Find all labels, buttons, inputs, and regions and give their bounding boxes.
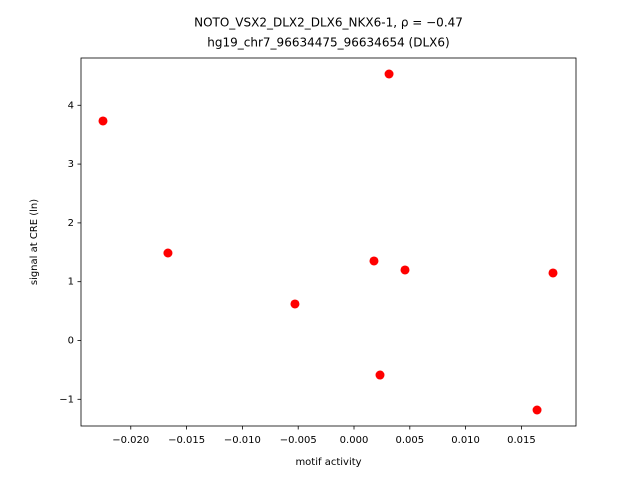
point bbox=[532, 405, 542, 415]
x-tick-label: −0.015 bbox=[168, 435, 205, 446]
chart-subtitle: hg19_chr7_96634475_96634654 (DLX6) bbox=[207, 36, 449, 50]
x-tick-label: −0.010 bbox=[224, 435, 261, 446]
point bbox=[98, 116, 108, 126]
y-tick-label: 1 bbox=[68, 277, 74, 288]
x-axis-label: motif activity bbox=[295, 457, 361, 468]
y-axis-label: signal at CRE (ln) bbox=[29, 199, 40, 285]
x-tick-label: −0.020 bbox=[112, 435, 149, 446]
x-tick-label: 0.010 bbox=[451, 435, 480, 446]
x-tick-label: 0.005 bbox=[395, 435, 424, 446]
point bbox=[384, 69, 394, 79]
y-tick-label: 4 bbox=[68, 100, 74, 111]
point bbox=[400, 265, 410, 275]
chart-title: NOTO_VSX2_DLX2_DLX6_NKX6-1, ρ = −0.47 bbox=[194, 16, 463, 30]
y-tick-label: −1 bbox=[59, 394, 74, 405]
point bbox=[163, 248, 173, 258]
x-tick-label: 0.015 bbox=[507, 435, 536, 446]
y-tick-label: 0 bbox=[68, 335, 74, 346]
point bbox=[548, 268, 558, 278]
x-tick-label: 0.000 bbox=[340, 435, 369, 446]
point bbox=[290, 299, 300, 309]
x-tick-label: −0.005 bbox=[280, 435, 317, 446]
point bbox=[369, 256, 379, 266]
y-tick-label: 2 bbox=[68, 218, 74, 229]
plot-frame bbox=[80, 57, 577, 427]
y-tick-label: 3 bbox=[68, 159, 74, 170]
point bbox=[375, 370, 385, 380]
